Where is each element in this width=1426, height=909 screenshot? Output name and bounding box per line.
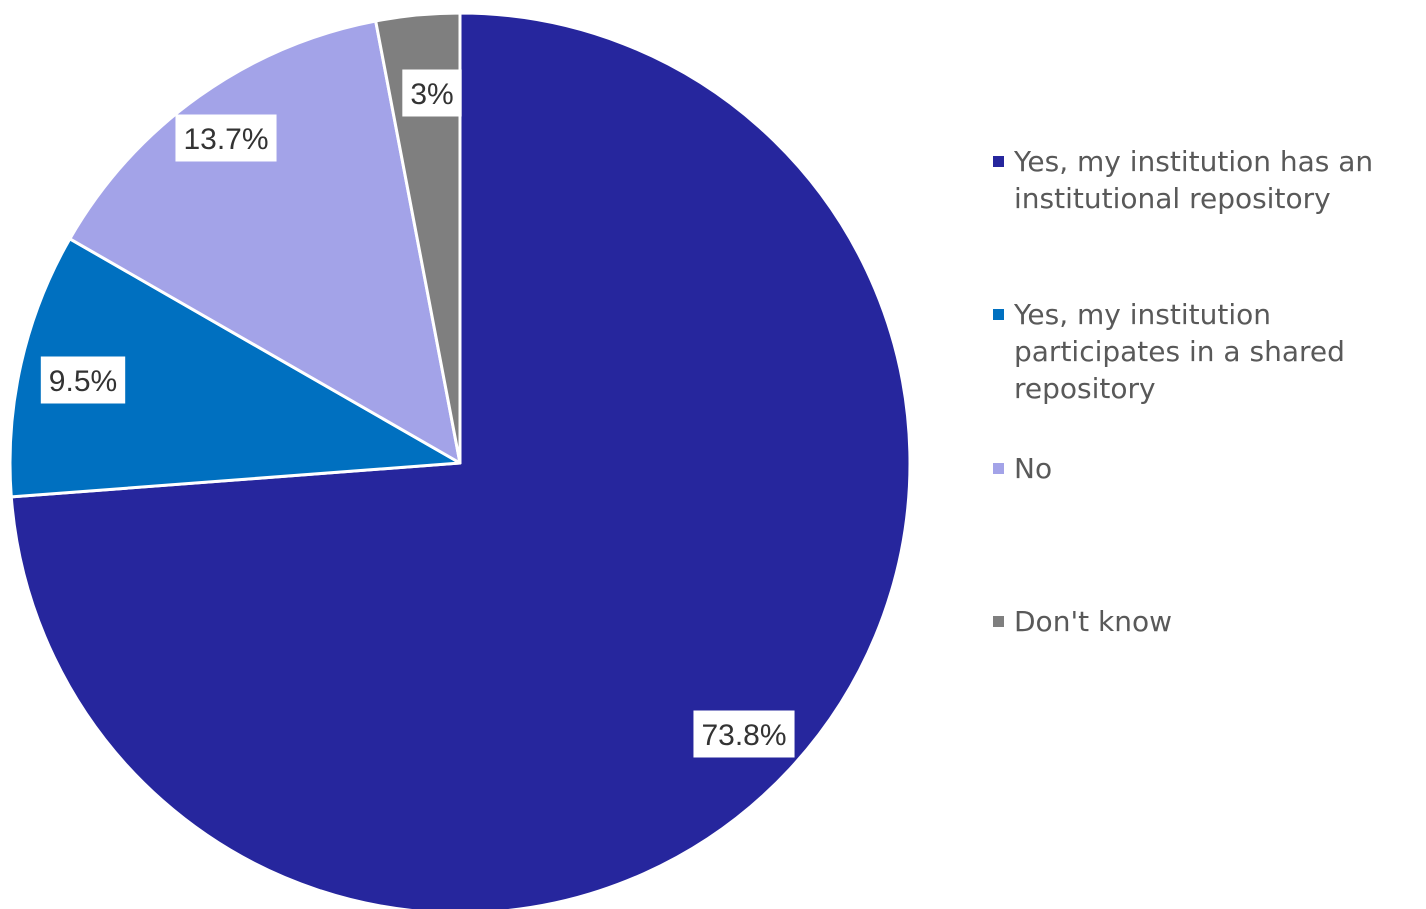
legend-label-institutional-repository: Yes, my institution has an institutional… (1014, 145, 1374, 215)
data-label-dont-know: 3% (402, 69, 462, 117)
legend-label-dont-know: Don't know (1014, 605, 1173, 638)
data-label-box-shared-repository (40, 356, 126, 404)
legend-swatch-no (993, 463, 1004, 474)
data-label-box-institutional-repository (693, 710, 795, 758)
pie-slice-no (68, 19, 462, 465)
data-label-box-no (175, 114, 277, 162)
pie-slices (8, 11, 912, 909)
legend-item-shared-repository: Yes, my institution participates in a sh… (993, 296, 1423, 407)
data-label-box-dont-know (402, 69, 462, 117)
pie-data-labels: 73.8% 9.5% 13.7% 3% (40, 69, 795, 758)
legend-label-no: No (1014, 452, 1053, 485)
legend-label-shared-repository: Yes, my institution participates in a sh… (1014, 298, 1345, 405)
legend-swatch-institutional-repository (993, 156, 1004, 167)
data-label-text-dont-know: 3% (410, 78, 453, 111)
legend-item-institutional-repository: Yes, my institution has an institutional… (993, 143, 1423, 217)
data-label-institutional-repository: 73.8% (693, 710, 795, 758)
legend-swatch-dont-know (993, 616, 1004, 627)
data-label-shared-repository: 9.5% (40, 356, 126, 404)
legend-item-no: No (993, 450, 1052, 487)
legend-item-dont-know: Don't know (993, 603, 1172, 640)
data-label-text-institutional-repository: 73.8% (701, 719, 786, 752)
legend-swatch-shared-repository (993, 309, 1004, 320)
data-label-no: 13.7% (175, 114, 277, 162)
pie-slice-dont-know (374, 11, 462, 465)
pie-slice-shared-repository (8, 237, 462, 499)
data-label-text-shared-repository: 9.5% (49, 365, 117, 398)
data-label-text-no: 13.7% (183, 123, 268, 156)
